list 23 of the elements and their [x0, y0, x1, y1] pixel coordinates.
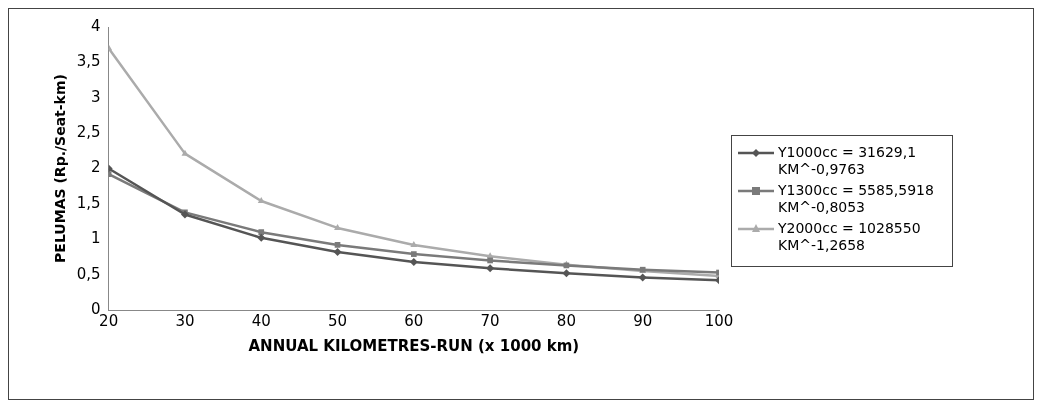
- y-tick-label: 1: [91, 229, 101, 248]
- x-tick-label: 50: [327, 311, 348, 330]
- y-tick-label: 1,5: [76, 193, 101, 212]
- x-tick-label: 70: [480, 311, 500, 330]
- x-tick-label: 20: [99, 311, 119, 330]
- y-tick-label: 2,5: [76, 123, 101, 142]
- y-axis-title: PELUMAS (Rp./Seat-km): [52, 74, 69, 263]
- legend-label: Y2000cc = 1028550 KM^-1,2658: [778, 220, 922, 254]
- x-tick-label: 90: [633, 311, 653, 330]
- x-axis-title: ANNUAL KILOMETRES-RUN (x 1000 km): [248, 336, 580, 355]
- x-tick-label: 100: [704, 311, 734, 330]
- legend-label: Y1000cc = 31629,1 KM^-0,9763: [778, 144, 918, 178]
- y-tick-label: 3,5: [76, 52, 101, 71]
- legend-label: Y1300cc = 5585,5918 KM^-0,8053: [778, 182, 935, 216]
- y-tick-label: 4: [91, 16, 101, 35]
- x-tick-label: 40: [251, 311, 271, 330]
- x-tick-label: 80: [556, 311, 576, 330]
- y-tick-label: 0,5: [76, 264, 101, 283]
- x-tick-label: 60: [404, 311, 424, 330]
- y-tick-label: 3: [91, 87, 101, 106]
- y-tick-label: 0: [91, 299, 101, 318]
- y-tick-label: 2: [91, 158, 101, 177]
- x-tick-label: 30: [175, 311, 195, 330]
